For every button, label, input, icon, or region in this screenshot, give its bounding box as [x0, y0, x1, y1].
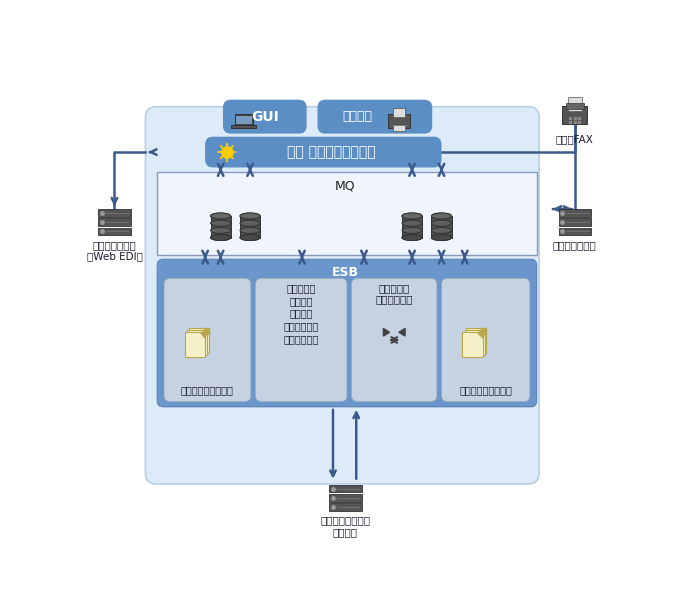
Text: 仕入先FAX: 仕入先FAX — [556, 134, 594, 145]
Ellipse shape — [240, 220, 260, 226]
Ellipse shape — [431, 235, 452, 241]
Bar — [329, 503, 362, 511]
FancyBboxPatch shape — [352, 278, 437, 401]
Bar — [566, 103, 584, 109]
Text: 実績・在庫
情報連携
サービス
ワークフロー
連携サービス: 実績・在庫 情報連携 サービス ワークフロー 連携サービス — [284, 283, 319, 344]
Bar — [98, 209, 131, 217]
Bar — [240, 216, 260, 238]
Bar — [462, 332, 483, 357]
Bar — [231, 125, 256, 128]
Bar — [558, 218, 591, 226]
Text: データ変換ロジック: データ変換ロジック — [459, 385, 512, 395]
Bar — [185, 332, 205, 357]
Bar — [98, 218, 131, 226]
Bar — [431, 216, 452, 238]
Bar — [211, 216, 231, 238]
Ellipse shape — [240, 235, 260, 241]
Polygon shape — [399, 328, 405, 336]
Ellipse shape — [402, 213, 422, 219]
FancyBboxPatch shape — [441, 278, 530, 401]
Text: GUI: GUI — [252, 110, 279, 124]
Bar — [157, 172, 537, 255]
Bar — [235, 115, 253, 126]
Text: MQ: MQ — [335, 180, 356, 193]
Polygon shape — [200, 332, 205, 338]
Text: ユーザ情報
連携サービス: ユーザ情報 連携サービス — [375, 283, 413, 305]
Bar — [187, 330, 207, 355]
Text: 帳票機能: 帳票機能 — [343, 110, 373, 123]
Bar — [329, 485, 362, 493]
FancyBboxPatch shape — [318, 100, 432, 134]
Ellipse shape — [402, 235, 422, 241]
Bar — [466, 328, 486, 353]
Bar — [236, 116, 252, 124]
FancyBboxPatch shape — [157, 259, 537, 407]
Text: ESB: ESB — [332, 266, 359, 279]
Polygon shape — [202, 330, 207, 335]
Text: 次期基幹（営業）
システム: 次期基幹（営業） システム — [320, 515, 371, 537]
Ellipse shape — [402, 220, 422, 226]
Ellipse shape — [402, 213, 422, 219]
Text: 得意先システム
（Web EDI）: 得意先システム （Web EDI） — [86, 240, 142, 262]
Bar — [329, 494, 362, 502]
FancyBboxPatch shape — [205, 137, 441, 167]
FancyBboxPatch shape — [223, 100, 307, 134]
Ellipse shape — [240, 235, 260, 241]
Bar — [392, 125, 405, 131]
Ellipse shape — [211, 220, 231, 226]
Ellipse shape — [240, 213, 260, 219]
Bar — [388, 115, 410, 128]
FancyBboxPatch shape — [164, 278, 251, 401]
Ellipse shape — [211, 213, 231, 219]
Ellipse shape — [431, 235, 452, 241]
Polygon shape — [203, 328, 209, 334]
Ellipse shape — [431, 213, 452, 219]
Ellipse shape — [402, 227, 422, 233]
Bar — [464, 330, 485, 355]
Ellipse shape — [240, 213, 260, 219]
Ellipse shape — [211, 235, 231, 241]
Ellipse shape — [431, 220, 452, 226]
Bar — [558, 227, 591, 235]
Ellipse shape — [402, 235, 422, 241]
Bar — [189, 328, 209, 353]
Ellipse shape — [431, 213, 452, 219]
Ellipse shape — [431, 227, 452, 233]
FancyBboxPatch shape — [256, 278, 347, 401]
Bar — [558, 209, 591, 217]
Ellipse shape — [211, 213, 231, 219]
Text: 取引 ビジネスロジック: 取引 ビジネスロジック — [287, 145, 376, 159]
Bar — [392, 108, 405, 118]
Polygon shape — [481, 328, 486, 334]
Text: 仕入先システム: 仕入先システム — [553, 240, 596, 250]
Polygon shape — [477, 332, 483, 338]
Ellipse shape — [211, 235, 231, 241]
Bar — [402, 216, 422, 238]
Bar — [98, 227, 131, 235]
FancyBboxPatch shape — [146, 107, 539, 484]
Ellipse shape — [240, 227, 260, 233]
Polygon shape — [384, 328, 390, 336]
Polygon shape — [479, 330, 485, 335]
Ellipse shape — [211, 227, 231, 233]
Bar — [568, 97, 582, 110]
Bar — [562, 106, 588, 124]
Text: データ変換ロジック: データ変換ロジック — [181, 385, 234, 395]
